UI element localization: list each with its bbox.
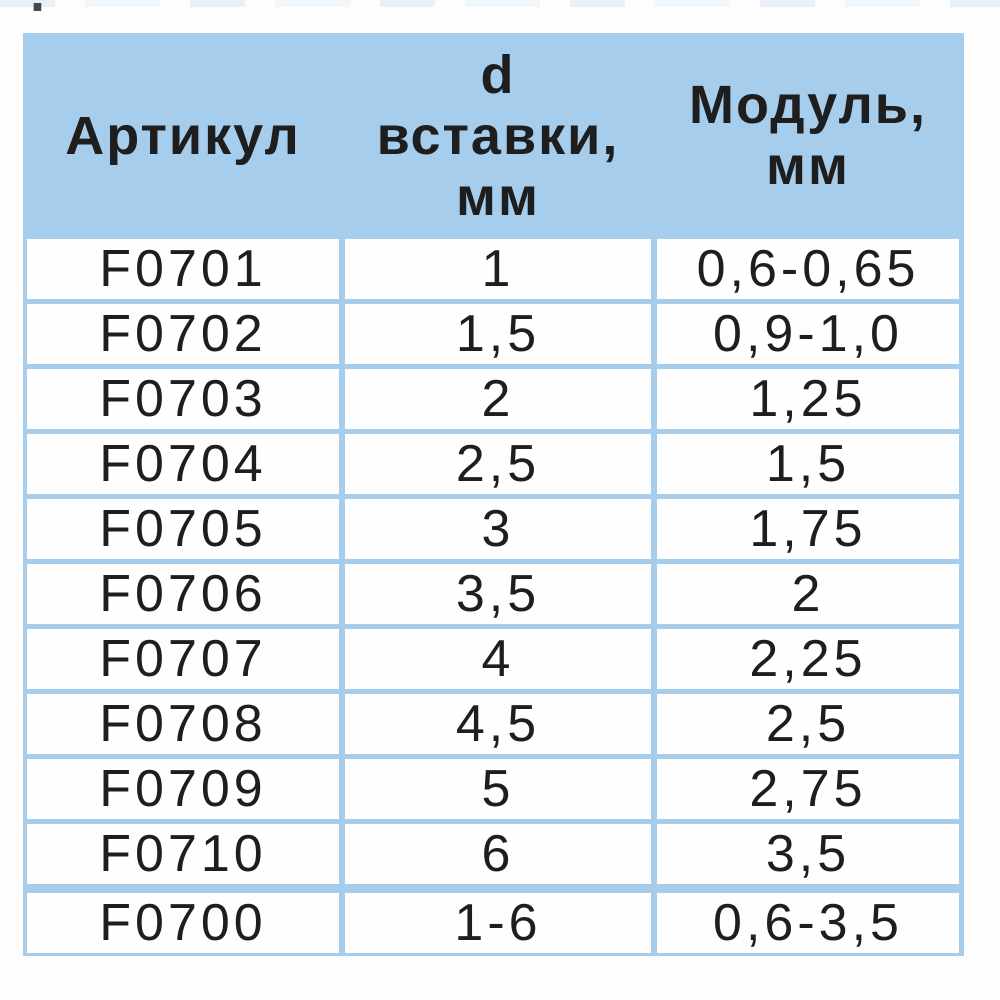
table-cell-d-insert: 4,5 [345, 694, 651, 754]
table-row: F0708 4,5 2,5 [27, 694, 959, 754]
table-cell-module: 0,9-1,0 [657, 304, 959, 364]
table-cell-article: F0708 [27, 694, 339, 754]
table-cell-module: 0,6-0,65 [657, 239, 959, 299]
table-cell-d-insert: 6 [345, 824, 651, 884]
table-cell-article: F0700 [27, 893, 339, 953]
table-cell-article: F0709 [27, 759, 339, 819]
table-cell-article: F0703 [27, 369, 339, 429]
table-row: F0704 2,5 1,5 [27, 434, 959, 494]
table-cell-d-insert: 5 [345, 759, 651, 819]
table-cell-module: 2,25 [657, 629, 959, 689]
table-cell-d-insert: 2 [345, 369, 651, 429]
table-cell-module: 2,75 [657, 759, 959, 819]
specs-table: Артикул d вставки, мм Модуль, мм F0701 1 0… [23, 33, 964, 956]
table-cell-article: F0705 [27, 499, 339, 559]
table-cell-d-insert: 1 [345, 239, 651, 299]
header-cell-d-insert: d вставки, мм [376, 44, 620, 227]
table-cell-article: F0710 [27, 824, 339, 884]
table-row: F0707 4 2,25 [27, 629, 959, 689]
table-row: F0702 1,5 0,9-1,0 [27, 304, 959, 364]
header-cell-article: Артикул [65, 105, 301, 166]
table-cell-d-insert: 3,5 [345, 564, 651, 624]
table-cell-d-insert: 2,5 [345, 434, 651, 494]
table-cell-module: 2 [657, 564, 959, 624]
table-cell-module: 2,5 [657, 694, 959, 754]
table-cell-d-insert: 1,5 [345, 304, 651, 364]
table-cell-d-insert: 4 [345, 629, 651, 689]
table-cell-module: 3,5 [657, 824, 959, 884]
table-cell-article: F0706 [27, 564, 339, 624]
table-cell-article: F0702 [27, 304, 339, 364]
table-cell-module: 1,5 [657, 434, 959, 494]
table-row: F0706 3,5 2 [27, 564, 959, 624]
table-cell-d-insert: 3 [345, 499, 651, 559]
table-cell-article: F0701 [27, 239, 339, 299]
table-cell-module: 1,25 [657, 369, 959, 429]
table-body: F0701 1 0,6-0,65 F0702 1,5 0,9-1,0 F0703 2 1,25 F… [27, 239, 959, 953]
table-row: F0705 3 1,75 [27, 499, 959, 559]
table-row: F0709 5 2,75 [27, 759, 959, 819]
table-cell-d-insert: 1-6 [345, 893, 651, 953]
table-row: F0700 1-6 0,6-3,5 [27, 893, 959, 953]
table-row: F0703 2 1,25 [27, 369, 959, 429]
table-row: F0701 1 0,6-0,65 [27, 239, 959, 299]
table-row: F0710 6 3,5 [27, 824, 959, 884]
table-cell-article: F0704 [27, 434, 339, 494]
stray-dot: . [30, 0, 45, 20]
table-cell-module: 0,6-3,5 [657, 893, 959, 953]
table-cell-module: 1,75 [657, 499, 959, 559]
table-header-row: Артикул d вставки, мм Модуль, мм [27, 38, 959, 234]
header-cell-module: Модуль, мм [688, 75, 927, 196]
top-artifact-strip [0, 0, 1000, 7]
table-cell-article: F0707 [27, 629, 339, 689]
